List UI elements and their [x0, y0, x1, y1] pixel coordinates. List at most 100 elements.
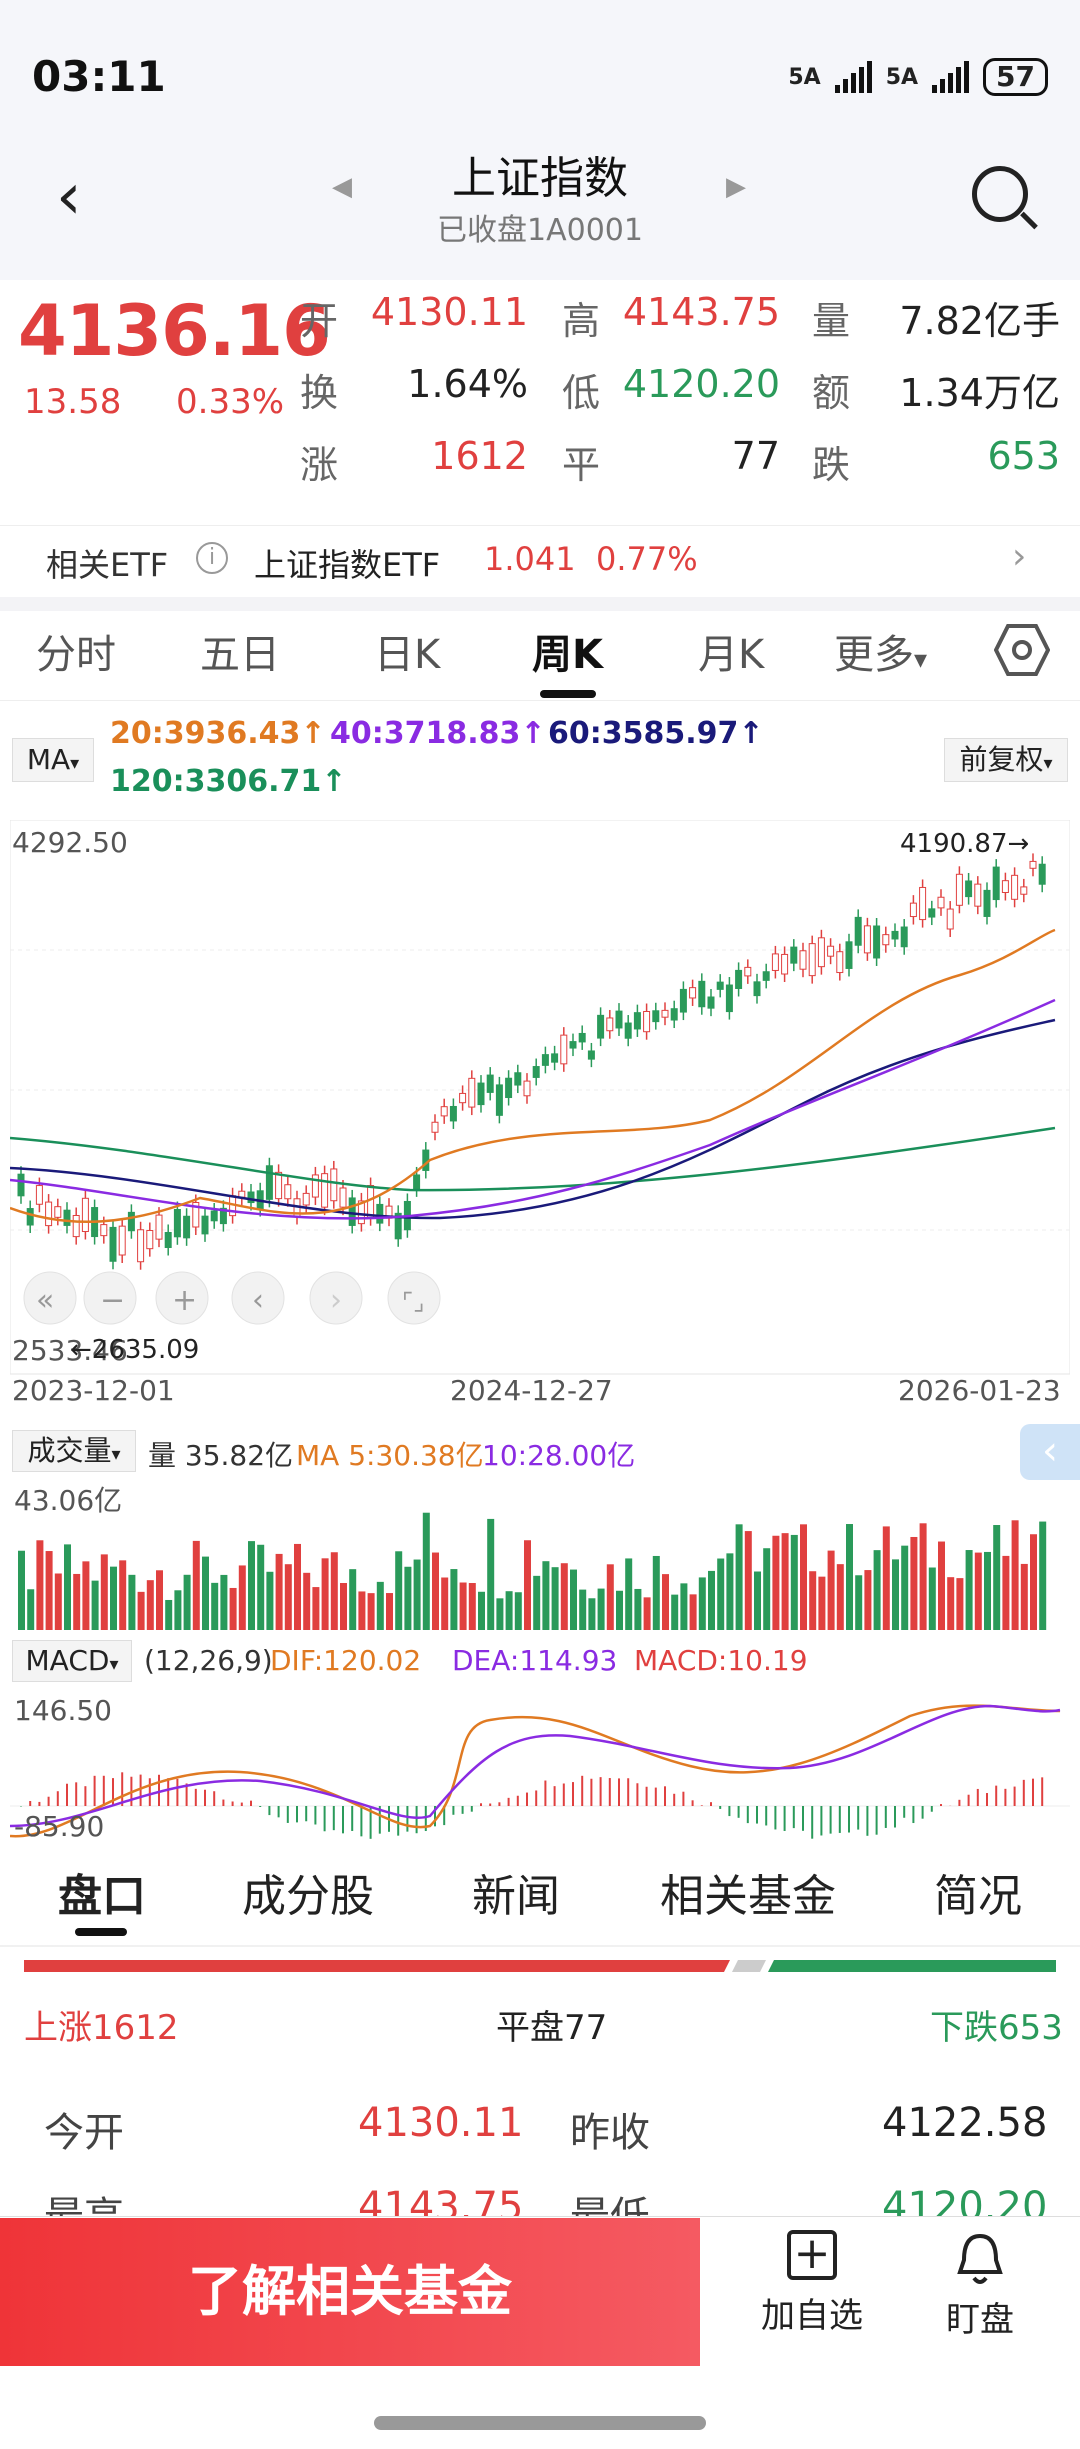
- learn-funds-button[interactable]: 了解相关基金: [0, 2218, 700, 2366]
- zoom-back-icon[interactable]: [23, 1271, 77, 1325]
- volume-ma5: MA 5:30.38亿: [296, 1439, 484, 1472]
- collapse-panel-icon[interactable]: ‹: [1020, 1424, 1080, 1480]
- caret-down-icon: ▾: [914, 645, 928, 675]
- ma-selector[interactable]: MA▾: [12, 738, 94, 782]
- ma-selector-label: MA: [26, 743, 71, 776]
- candle: [633, 1012, 641, 1030]
- volume-bar: [763, 1548, 771, 1630]
- related-etf-bar[interactable]: 相关ETF i 上证指数ETF 1.041 0.77% ›: [0, 525, 1080, 597]
- chevron-right-icon: ›: [1012, 536, 1027, 577]
- caret-down-icon: ▾: [70, 753, 80, 774]
- volume-bar: [404, 1566, 412, 1630]
- quote-label: 量: [812, 299, 851, 343]
- volume-bar: [73, 1573, 81, 1630]
- tab-pankou[interactable]: 盘口: [58, 1871, 146, 1922]
- tab-profile[interactable]: 简况: [934, 1871, 1022, 1922]
- date-label-end: 2026-01-23: [898, 1374, 1061, 1407]
- volume-bar: [616, 1590, 623, 1630]
- volume-selector-label: 成交量: [27, 1434, 112, 1467]
- volume-bar: [836, 1564, 844, 1630]
- tab-components[interactable]: 成分股: [242, 1871, 374, 1922]
- volume-bar: [579, 1589, 587, 1630]
- home-indicator[interactable]: [374, 2416, 706, 2430]
- fullscreen-icon[interactable]: [387, 1271, 441, 1325]
- volume-bar: [376, 1581, 384, 1630]
- settings-icon[interactable]: [994, 622, 1050, 678]
- candle: [615, 1010, 623, 1029]
- volume-bar: [754, 1571, 761, 1630]
- zoom-out-icon[interactable]: [83, 1271, 137, 1325]
- kline-chart[interactable]: 4292.50 2533.46 4190.87→ ←2635.09 « − + …: [10, 820, 1070, 1420]
- watch-button[interactable]: 盯盘: [910, 2230, 1050, 2341]
- add-watchlist-button[interactable]: + 加自选: [742, 2230, 882, 2337]
- volume-bar: [708, 1570, 715, 1630]
- volume-bar: [266, 1571, 274, 1630]
- tab-more[interactable]: 更多▾: [834, 622, 927, 680]
- back-icon[interactable]: ‹: [56, 160, 82, 234]
- tab-fenshi[interactable]: 分时: [36, 632, 116, 678]
- info-icon[interactable]: i: [196, 542, 228, 574]
- candle: [955, 873, 963, 906]
- tab-news[interactable]: 新闻: [472, 1871, 560, 1922]
- scroll-right-icon[interactable]: [309, 1271, 363, 1325]
- volume-bar: [441, 1577, 449, 1630]
- quote-label: 开: [300, 299, 339, 343]
- volume-bar: [680, 1583, 688, 1630]
- tab-indicator: [75, 1928, 127, 1936]
- candle: [624, 1022, 632, 1039]
- candle: [891, 930, 899, 940]
- candle: [827, 945, 835, 957]
- candle: [744, 966, 752, 977]
- candle: [928, 908, 936, 918]
- candle: [882, 934, 890, 946]
- volume-bar: [717, 1558, 725, 1630]
- volume-selector[interactable]: 成交量▾: [12, 1430, 136, 1472]
- volume-bar: [367, 1593, 375, 1630]
- volume-bar: [938, 1541, 945, 1630]
- volume-bar: [809, 1571, 817, 1630]
- candle: [219, 1207, 227, 1225]
- page-subtitle: 已收盘1A0001: [437, 213, 643, 248]
- scroll-left-icon[interactable]: [231, 1271, 285, 1325]
- candle: [284, 1184, 292, 1200]
- quote-label: 低: [562, 371, 601, 415]
- quote-value: 4143.75: [622, 290, 780, 334]
- candle: [541, 1054, 549, 1066]
- volume-bar: [128, 1574, 136, 1630]
- volume-bar: [846, 1524, 853, 1630]
- tab-rik[interactable]: 日K: [374, 632, 441, 678]
- candle: [275, 1171, 283, 1200]
- zoom-in-icon[interactable]: [155, 1271, 209, 1325]
- next-stock-icon[interactable]: ▶: [726, 172, 746, 202]
- tab-yuek[interactable]: 月K: [698, 632, 765, 678]
- double-left-glyph: «: [36, 1283, 54, 1318]
- tab-wuri[interactable]: 五日: [200, 632, 280, 678]
- etf-price: 1.041: [484, 540, 576, 578]
- volume-bar: [257, 1544, 265, 1630]
- candle: [523, 1080, 531, 1097]
- volume-bar: [82, 1561, 90, 1630]
- search-icon[interactable]: [972, 166, 1028, 222]
- candle: [863, 925, 871, 954]
- volume-bar: [744, 1531, 752, 1630]
- volume-bar: [137, 1591, 145, 1630]
- minus-glyph: −: [100, 1283, 125, 1318]
- volume-bar: [984, 1551, 991, 1630]
- candle: [992, 866, 1000, 901]
- adjust-selector[interactable]: 前复权▾: [944, 738, 1068, 782]
- tab-funds[interactable]: 相关基金: [660, 1871, 836, 1922]
- tab-zhouk[interactable]: 周K: [532, 632, 603, 678]
- expand-glyph: ⌜⌟: [402, 1288, 425, 1316]
- breadth-up-segment: [24, 1960, 730, 1972]
- caret-down-icon: ▾: [1043, 753, 1053, 774]
- candle: [532, 1066, 540, 1078]
- prev-stock-icon[interactable]: ◀: [332, 172, 352, 202]
- prev-close-label: 昨收: [570, 2110, 650, 2156]
- volume-bar: [110, 1566, 117, 1630]
- candle: [201, 1215, 209, 1235]
- candle: [587, 1050, 595, 1060]
- ma20-line: [10, 928, 1056, 1224]
- volume-bar: [174, 1590, 182, 1630]
- volume-bar: [606, 1564, 614, 1630]
- macd-selector[interactable]: MACD▾: [12, 1640, 132, 1682]
